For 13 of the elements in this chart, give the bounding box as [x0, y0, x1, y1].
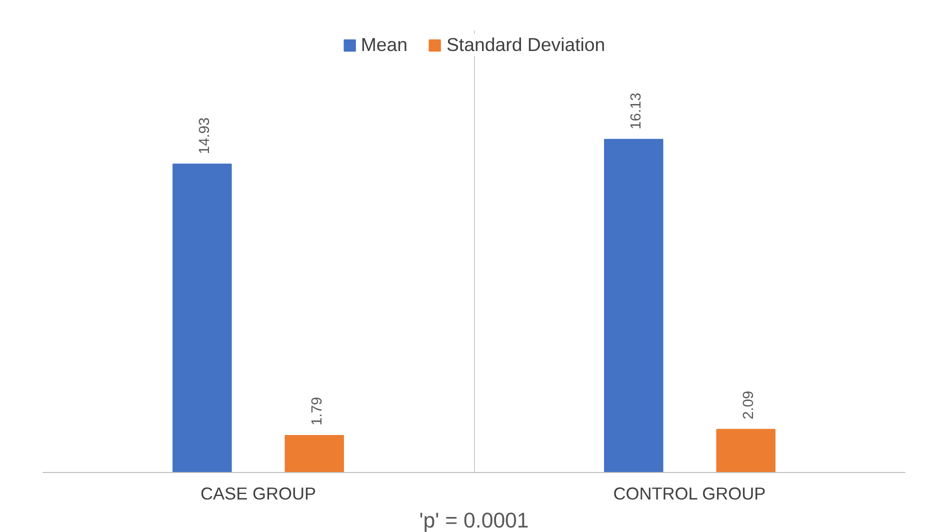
bar [716, 428, 776, 472]
legend-label: Mean [360, 34, 408, 56]
x-tick-label: CASE GROUP [200, 484, 316, 504]
data-label: 16.13 [628, 92, 645, 130]
data-label: 1.79 [309, 397, 326, 426]
data-label: 14.93 [197, 117, 214, 154]
bar [284, 435, 344, 472]
x-tick-label: CONTROL GROUP [613, 484, 766, 504]
legend-label: Standard Deviation [446, 34, 606, 56]
bar [604, 138, 664, 472]
bar [172, 164, 232, 472]
data-label: 2.09 [740, 390, 757, 420]
text: 'p' = 0.0001 [419, 508, 529, 532]
